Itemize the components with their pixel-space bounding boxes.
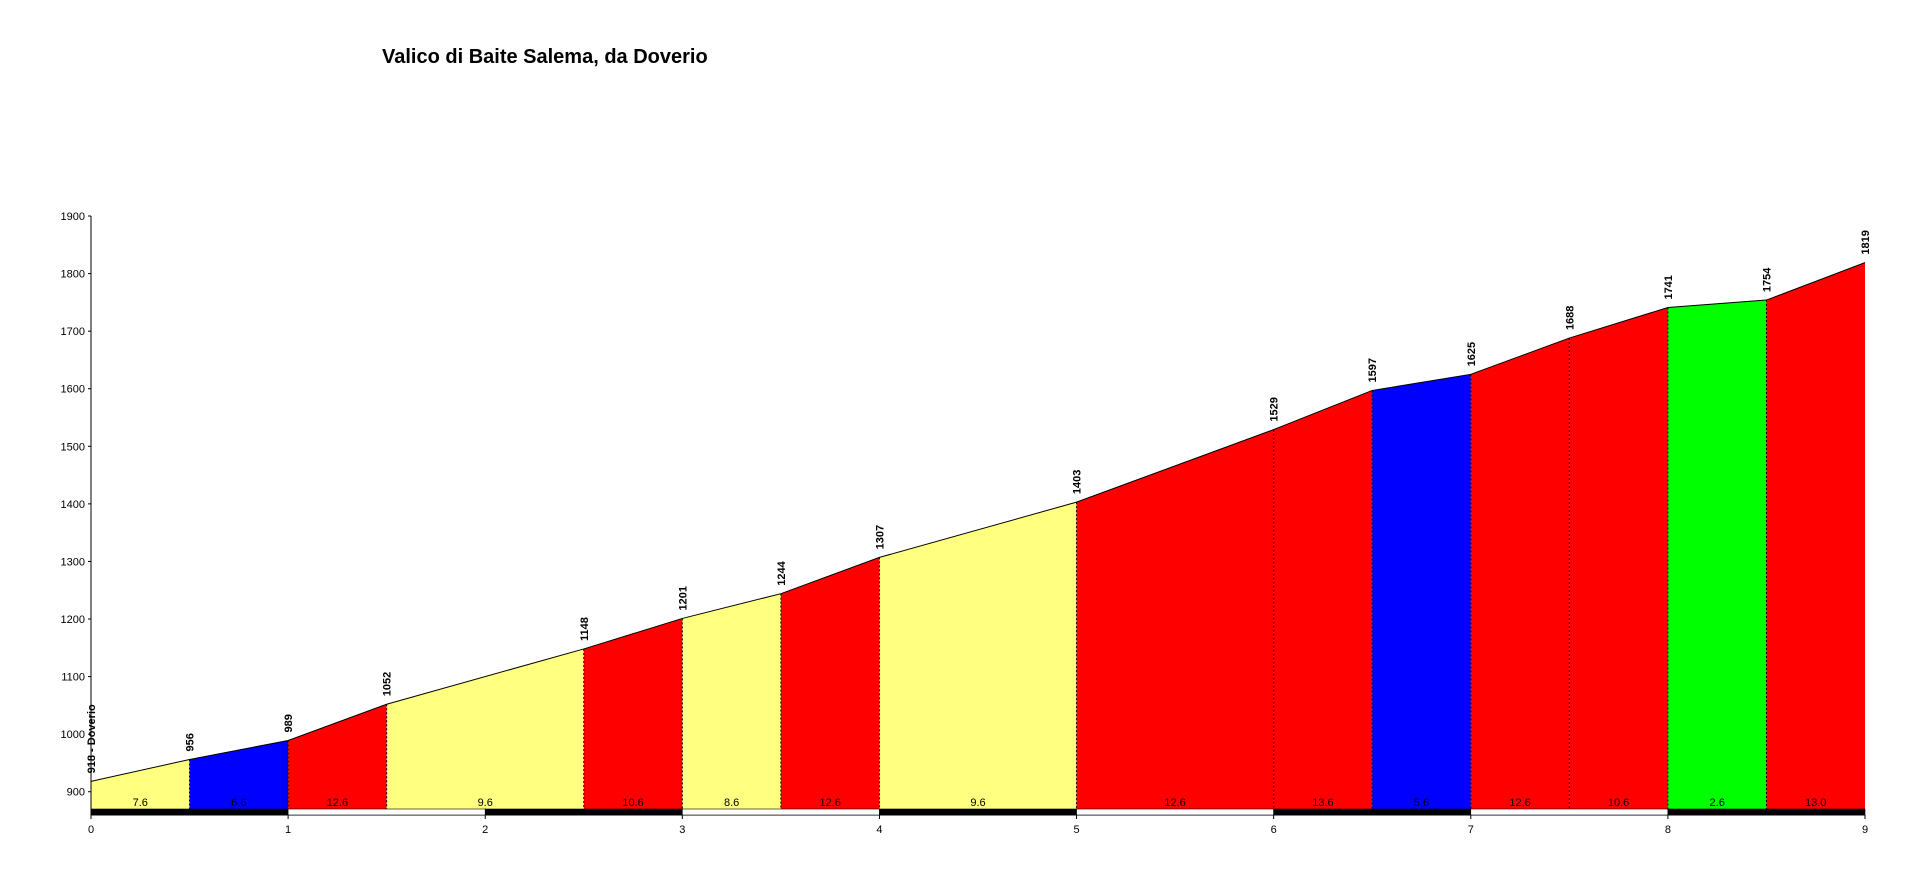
y-tick-label: 1300 [61, 556, 85, 568]
elevation-label: 918 - Doverio [86, 704, 98, 773]
x-tick-label: 1 [285, 824, 291, 836]
gradient-area-9 [1273, 390, 1373, 809]
elevation-label: 1741 [1663, 275, 1675, 299]
elevation-label: 989 [283, 714, 295, 732]
km-bar-block [484, 808, 683, 816]
gradient-area-8 [1076, 429, 1274, 809]
gradient-label: 10.6 [1608, 797, 1629, 809]
profile-outline [90, 262, 1866, 782]
segment-dividers [189, 300, 1767, 809]
elevation-label: 1052 [382, 672, 394, 696]
profile-line [90, 262, 1866, 782]
gradient-label: 5.6 [1414, 797, 1429, 809]
gradient-label: 12.6 [1509, 797, 1530, 809]
gradient-label: 12.6 [1164, 797, 1185, 809]
gradient-area-1 [189, 740, 289, 809]
gradient-label: 10.6 [622, 797, 643, 809]
km-bar-block [1076, 808, 1274, 816]
km-bar-block [1273, 808, 1472, 816]
gradient-area-10 [1372, 374, 1471, 809]
km-bar-block [682, 808, 880, 816]
x-tick-label: 8 [1665, 824, 1671, 836]
elevation-label: 1403 [1072, 470, 1084, 494]
elevation-label: 956 [185, 733, 197, 751]
gradient-label: 12.6 [327, 797, 348, 809]
y-tick-label: 1700 [61, 326, 85, 338]
gradient-area-13 [1667, 300, 1767, 809]
y-tick-label: 1900 [61, 211, 85, 223]
y-tick-label: 1500 [61, 441, 85, 453]
elevation-label: 1148 [579, 617, 591, 641]
gradient-label: 12.6 [819, 797, 840, 809]
x-tick-label: 5 [1073, 824, 1079, 836]
elevation-label: 1307 [874, 525, 886, 549]
y-tick-label: 1000 [61, 729, 85, 741]
gradient-area-5 [682, 593, 781, 809]
elevation-labels: 918 - Doverio 956 989 1052 1148 1201 1244 1307 1… [86, 230, 1872, 773]
gradient-label: 13.0 [1805, 797, 1826, 809]
x-tick-label: 0 [88, 824, 94, 836]
km-bar [90, 808, 1866, 816]
elevation-label: 1754 [1761, 267, 1773, 292]
y-tick-label: 1400 [61, 499, 85, 511]
gradient-labels: 7.6 6.6 12.6 9.6 10.6 8.6 12.6 9.6 12.6 13.6 5.6 12… [133, 797, 1827, 809]
x-tick-label: 7 [1468, 824, 1474, 836]
y-tick-label: 900 [67, 787, 85, 799]
gradient-label: 8.6 [724, 797, 739, 809]
gradient-area-6 [780, 557, 880, 809]
gradient-areas [91, 262, 1865, 809]
x-tick-label: 9 [1862, 824, 1868, 836]
y-axis-ticks: 900 1000 1100 1200 1300 1400 1500 1600 1700 1800 1… [61, 211, 91, 799]
km-bar-block [879, 808, 1077, 816]
elevation-label: 1819 [1860, 230, 1872, 254]
y-tick-label: 1800 [61, 269, 85, 281]
gradient-area-14 [1766, 262, 1865, 809]
km-bar-block [287, 808, 486, 816]
elevation-label: 1201 [677, 586, 689, 610]
x-tick-label: 2 [482, 824, 488, 836]
gradient-area-0 [91, 759, 190, 809]
elevation-label: 1529 [1269, 397, 1281, 421]
y-tick-label: 1600 [61, 384, 85, 396]
y-tick-label: 1200 [61, 614, 85, 626]
km-bar-block [1470, 808, 1669, 816]
elevation-label: 1688 [1564, 306, 1576, 330]
gradient-area-12 [1569, 307, 1668, 809]
x-axis-ticks: 0 1 2 3 4 5 6 7 8 9 [88, 815, 1868, 836]
km-bar-block [1667, 808, 1866, 816]
gradient-area-3 [386, 648, 584, 809]
elevation-label: 1625 [1466, 342, 1478, 366]
gradient-label: 6.6 [231, 797, 246, 809]
gradient-area-11 [1470, 338, 1570, 809]
gradient-area-2 [288, 704, 387, 809]
elevation-label: 1597 [1367, 358, 1379, 382]
km-bar-block [90, 808, 289, 816]
gradient-label: 7.6 [133, 797, 148, 809]
elevation-label: 1244 [776, 560, 788, 585]
gradient-area-4 [583, 618, 683, 809]
chart-title: Valico di Baite Salema, da Doverio [382, 46, 708, 68]
x-tick-label: 3 [679, 824, 685, 836]
x-tick-label: 4 [876, 824, 882, 836]
gradient-label: 2.6 [1710, 797, 1725, 809]
gradient-area-7 [879, 502, 1077, 809]
x-tick-label: 6 [1271, 824, 1277, 836]
gradient-label: 9.6 [478, 797, 493, 809]
y-tick-label: 1100 [61, 672, 85, 684]
gradient-label: 13.6 [1312, 797, 1333, 809]
gradient-label: 9.6 [970, 797, 985, 809]
